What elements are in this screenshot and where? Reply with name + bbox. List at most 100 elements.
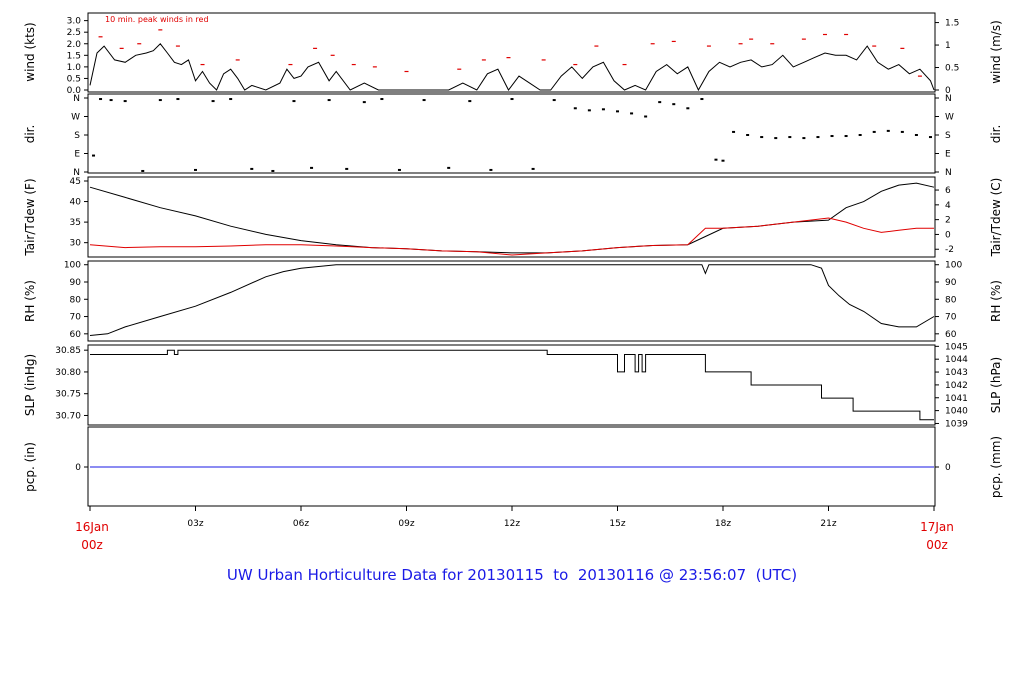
wind-left-title: wind (kts) [23,22,37,81]
dir-point [176,98,180,101]
rh-left-tick-label: 70 [70,313,82,323]
dir-point [788,136,792,139]
dir-point [644,115,648,118]
dir-point [109,99,113,102]
dir-point [292,100,296,103]
dir-point [380,98,384,101]
dir-point [858,134,862,136]
dir-point [489,168,493,171]
start-hour-label: 00z [81,538,103,552]
dir-point [914,134,918,136]
wind-kts-tick-label: 0.5 [67,74,81,84]
dir-tick-label: W [71,113,80,123]
dir-tick-label: N [73,168,80,178]
dir-point [746,134,750,136]
dir-point [732,130,736,133]
start-day-label: 16Jan [75,520,109,534]
wind-ms-tick-label: 0 [945,86,951,96]
wind-kts-tick-label: 2.5 [67,28,81,38]
rh-left-tick-label: 90 [70,278,82,288]
dir-tick-label: E [945,150,951,160]
dir-point [531,167,535,170]
slp-left-title: SLP (inHg) [23,354,37,416]
rh-left-tick-label: 60 [70,330,82,340]
dir-point [844,135,848,138]
dir-left-title: dir. [23,125,37,144]
dir-point [99,98,103,101]
temp-right-title: Tair/Tdew (C) [989,178,1003,258]
dir-point [616,110,619,113]
dir-point [700,98,704,101]
dir-panel-frame [87,93,936,174]
rh-right-tick-label: 60 [945,330,957,340]
time-tick-label: 03z [187,519,203,529]
temp-c-tick-label: -2 [945,245,954,255]
dir-point [721,159,725,162]
dir-point [158,99,162,102]
wind-peak-note: 10 min. peak winds in red [105,15,209,24]
dir-point [345,167,349,170]
pcp-right-title: pcp. (mm) [989,436,1003,498]
dir-tick-label: N [945,94,952,104]
dir-point [422,99,426,102]
dir-point [686,107,690,110]
rh-right-tick-label: 90 [945,278,957,288]
rh-line [89,264,935,336]
slp-right-title: SLP (hPa) [989,357,1003,413]
dir-point [447,166,451,169]
slp-hpa-tick-label: 1043 [945,368,968,378]
dir-point [362,101,366,104]
pcp-in-tick-label: 0 [75,463,81,473]
dir-right-title: dir. [989,125,1003,144]
temp-c-tick-label: 4 [945,201,951,211]
dir-point [802,137,806,140]
rh-right-title: RH (%) [989,280,1003,322]
dir-point [587,109,591,112]
dir-point [310,166,314,169]
dir-point [573,107,577,110]
slp-hpa-tick-label: 1044 [945,355,968,365]
dir-point [123,100,127,103]
end-day-label: 17Jan [920,520,954,534]
dir-point [760,136,764,139]
wind-kts-tick-label: 3.0 [67,17,82,27]
dir-point [714,158,718,161]
wind-ms-tick-label: 1.5 [945,19,959,29]
temp-left-title: Tair/Tdew (F) [23,178,37,256]
wind-panel-frame [87,12,936,93]
rh-right-tick-label: 70 [945,313,957,323]
tair-line [89,182,935,254]
dir-point [141,169,145,172]
dir-point [900,130,904,133]
rh-right-tick-label: 80 [945,295,957,305]
slp-inhg-tick-label: 30.80 [55,368,81,378]
wind-kts-tick-label: 0.0 [67,86,82,96]
dir-tick-label: S [945,131,951,141]
dir-point [816,136,820,139]
dir-tick-label: E [74,150,80,160]
time-tick-label: 15z [609,519,625,529]
time-tick-label: 18z [715,519,731,529]
wind-ms-tick-label: 1 [945,41,951,51]
temp-c-tick-label: 2 [945,216,951,226]
wind-kts-tick-label: 2.0 [67,40,82,50]
rh-left-tick-label: 100 [64,261,81,271]
slp-hpa-tick-label: 1042 [945,381,968,391]
temp-f-tick-label: 30 [70,239,82,249]
rh-right-tick-label: 100 [945,261,962,271]
temp-c-tick-label: 6 [945,186,951,196]
dir-tick-label: N [945,168,952,178]
temp-c-tick-label: 0 [945,230,951,240]
dir-tick-label: N [73,94,80,104]
dir-tick-label: S [74,131,80,141]
dir-point [397,168,401,171]
time-tick-label: 06z [293,519,309,529]
rh-left-title: RH (%) [23,280,37,322]
time-tick-label: 09z [398,519,414,529]
dir-point [250,167,254,170]
pcp-left-title: pcp. (in) [23,442,37,492]
temp-panel-frame [87,176,936,258]
dir-point [672,103,676,106]
dir-point [658,101,662,104]
pcp-mm-tick-label: 0 [945,463,951,473]
